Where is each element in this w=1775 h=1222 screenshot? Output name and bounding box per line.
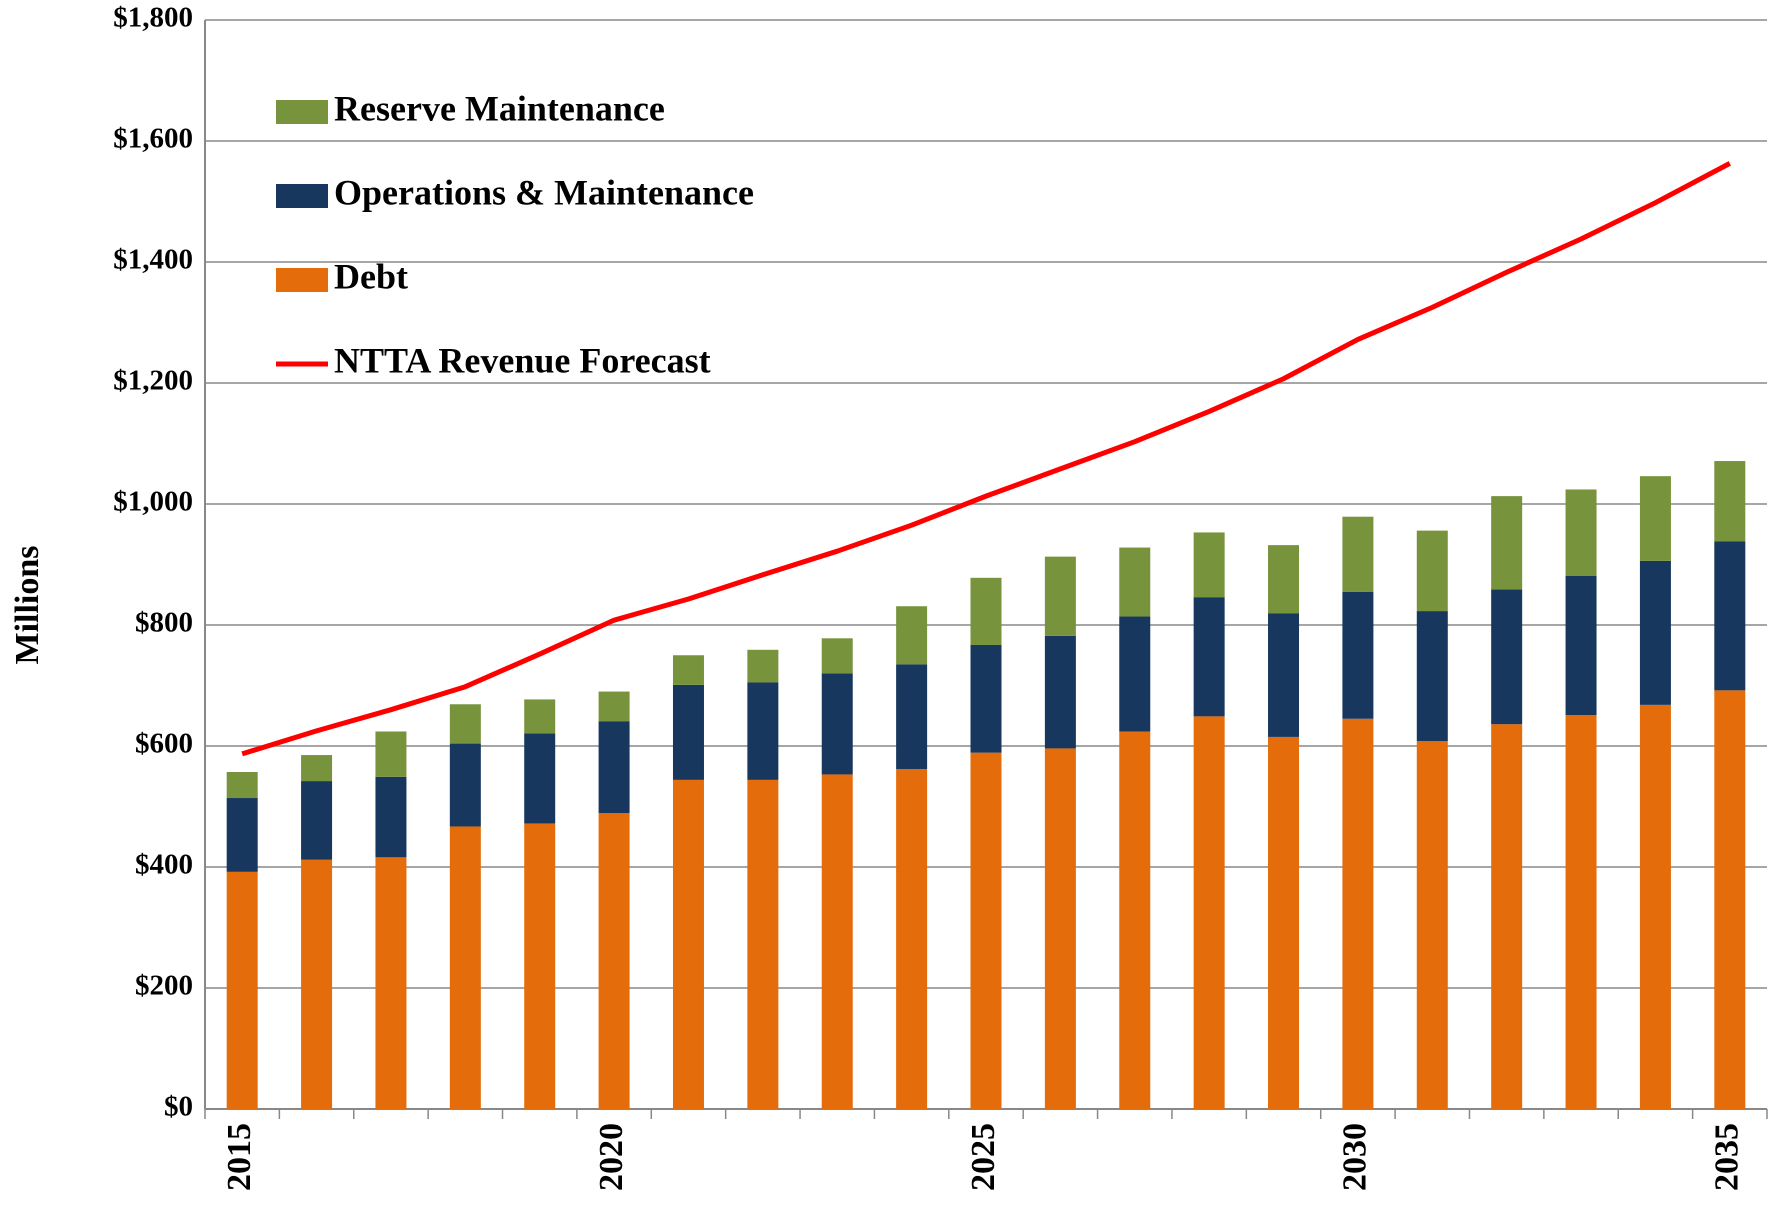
bar-segment <box>672 655 704 685</box>
y-tick-label: $1,800 <box>113 2 193 34</box>
bar-segment <box>1416 741 1448 1109</box>
bar-segment <box>1714 461 1746 542</box>
bar-segment <box>598 721 630 814</box>
bar-segment <box>1268 545 1300 614</box>
bar-segment <box>1491 589 1523 725</box>
bar-segment <box>1639 704 1671 1109</box>
bar-segment <box>747 649 779 683</box>
legend-label: NTTA Revenue Forecast <box>334 340 711 380</box>
y-tick-label: $1,600 <box>113 123 193 155</box>
bar-segment <box>896 606 928 665</box>
bar-segment <box>226 871 258 1109</box>
bar-segment <box>301 755 333 782</box>
legend-swatch <box>276 184 328 208</box>
x-tick-label: 2030 <box>1337 1123 1374 1191</box>
y-axis-label: Millions <box>9 545 46 664</box>
bar-segment <box>1342 516 1374 592</box>
bar-segment <box>449 704 481 744</box>
bar-segment <box>1491 724 1523 1109</box>
bar-segment <box>1193 532 1225 598</box>
bar-segment <box>747 682 779 780</box>
y-tick-label: $1,400 <box>113 244 193 276</box>
bar-segment <box>375 857 407 1109</box>
bar-segment <box>1268 613 1300 737</box>
y-tick-label: $1,200 <box>113 365 193 397</box>
bar-segment <box>1119 731 1151 1109</box>
bar-segment <box>1639 476 1671 561</box>
x-tick-label: 2020 <box>593 1123 630 1191</box>
bar-segment <box>1491 496 1523 590</box>
bar-segment <box>449 826 481 1109</box>
bar-segment <box>1342 591 1374 719</box>
bar-segment <box>524 733 556 824</box>
bar-segment <box>226 798 258 872</box>
bar-segment <box>970 577 1002 645</box>
bar-segment <box>301 781 333 860</box>
revenue-line <box>241 161 1731 757</box>
bar-segment <box>821 673 853 775</box>
bar-segment <box>226 772 258 799</box>
legend-swatch <box>276 100 328 124</box>
bar-segment <box>672 684 704 780</box>
bar-segment <box>970 752 1002 1109</box>
bar-segment <box>301 859 333 1109</box>
bar-segment <box>1268 736 1300 1109</box>
y-tick-label: $1,000 <box>113 486 193 518</box>
y-tick-label: $400 <box>135 849 193 881</box>
legend-label: Reserve Maintenance <box>334 88 665 128</box>
x-tick-label: 2015 <box>221 1123 258 1191</box>
bar-segment <box>598 691 630 722</box>
bar-segment <box>375 776 407 858</box>
x-tick-label: 2035 <box>1709 1123 1746 1191</box>
y-tick-label: $0 <box>164 1091 193 1123</box>
bar-segment <box>896 664 928 769</box>
legend-swatch <box>276 268 328 292</box>
bar-segment <box>1565 489 1597 576</box>
bar-segment <box>1044 748 1076 1109</box>
bar-segment <box>1044 635 1076 749</box>
bar-segment <box>672 779 704 1109</box>
y-tick-label: $800 <box>135 607 193 639</box>
bar-segment <box>821 774 853 1109</box>
bar-segment <box>524 823 556 1109</box>
bar-segment <box>1639 560 1671 705</box>
bar-segment <box>747 779 779 1109</box>
bar-segment <box>598 813 630 1109</box>
bar-segment <box>1119 547 1151 617</box>
bar-segment <box>1119 616 1151 732</box>
y-tick-label: $600 <box>135 728 193 760</box>
legend-label: Debt <box>334 256 408 296</box>
bar-segment <box>1342 718 1374 1109</box>
bar-segment <box>1714 541 1746 691</box>
x-tick-label: 2025 <box>965 1123 1002 1191</box>
bar-segment <box>1044 556 1076 636</box>
legend-label: Operations & Maintenance <box>334 172 754 212</box>
bar-segment <box>1193 716 1225 1109</box>
bar-segment <box>1416 611 1448 742</box>
bar-segment <box>1714 690 1746 1109</box>
bar-segment <box>449 743 481 827</box>
bar-segment <box>1565 575 1597 716</box>
bar-segment <box>524 699 556 734</box>
bar-segment <box>896 768 928 1109</box>
y-tick-label: $200 <box>135 970 193 1002</box>
bar-segment <box>375 731 407 777</box>
bar-segment <box>1416 530 1448 612</box>
bar-segment <box>970 644 1002 753</box>
bar-segment <box>1193 597 1225 717</box>
bar-segment <box>1565 715 1597 1109</box>
bar-segment <box>821 638 853 674</box>
